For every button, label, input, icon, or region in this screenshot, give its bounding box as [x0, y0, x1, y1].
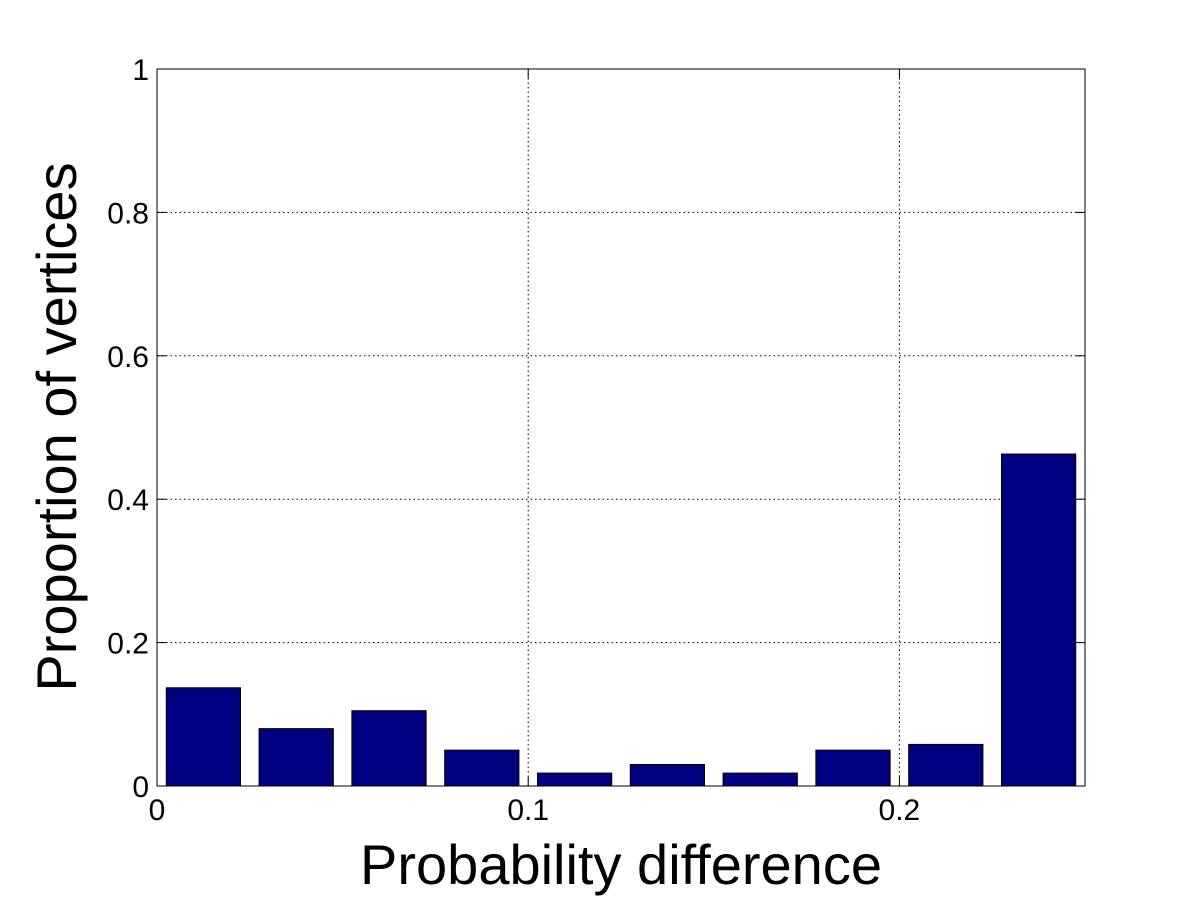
x-tick-labels: 0 0.1 0.2	[149, 794, 921, 827]
bar	[165, 687, 242, 787]
bar	[815, 749, 891, 787]
bar	[536, 772, 613, 787]
y-tick-label: 0.2	[107, 628, 149, 661]
bars	[165, 453, 1077, 787]
y-axis-label: Proportion of vertices	[25, 162, 88, 691]
x-tick-label: 0.1	[507, 794, 549, 827]
y-tick-label: 1	[132, 54, 149, 87]
bar	[629, 763, 706, 787]
x-tick-label: 0.2	[879, 794, 921, 827]
y-tick-label: 0.8	[107, 197, 149, 230]
bar	[444, 749, 520, 787]
plot-frame	[156, 68, 1086, 787]
grid-lines	[157, 69, 1085, 786]
tick-marks	[156, 68, 1085, 787]
bar	[722, 772, 798, 787]
y-tick-labels: 0 0.2 0.4 0.6 0.8 1	[107, 54, 149, 804]
bar	[258, 728, 334, 787]
y-tick-label: 0.4	[107, 484, 149, 517]
bar	[1000, 453, 1077, 787]
bar	[908, 743, 984, 787]
y-tick-label: 0	[132, 771, 149, 804]
y-tick-label: 0.6	[107, 341, 149, 374]
x-tick-label: 0	[149, 794, 166, 827]
x-axis-label: Probability difference	[360, 833, 882, 896]
bar	[351, 710, 427, 787]
